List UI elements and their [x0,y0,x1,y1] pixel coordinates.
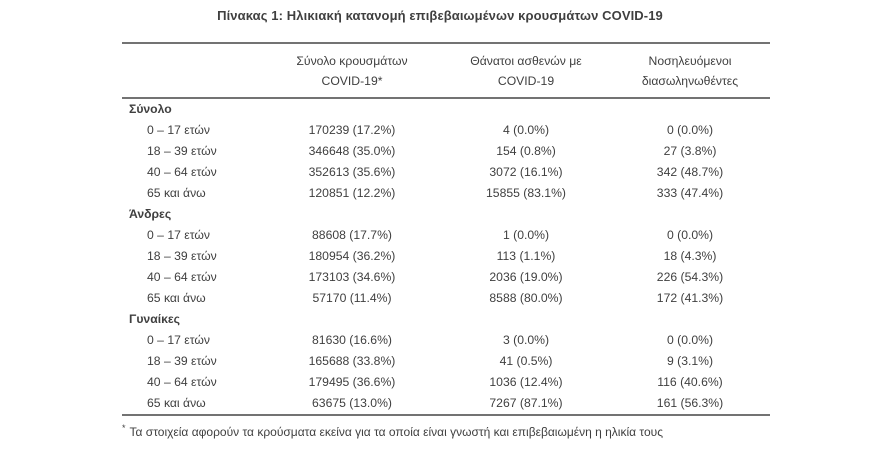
section-header-total: Σύνολο [122,98,770,120]
cases-value: 57170 (11.4%) [312,291,392,305]
cases-value: 352613 (35.6%) [308,165,396,179]
cases-value: 63675 (13.0%) [312,396,392,410]
deaths-value: 41 (0.5%) [499,354,553,368]
page-title: Πίνακας 1: Ηλικιακή κατανομή επιβεβαιωμέ… [217,8,663,23]
section-label: Σύνολο [129,102,172,116]
deaths-value: 15855 (83.1%) [486,186,566,200]
intubated-value: 18 (4.3%) [663,249,717,263]
table-row: 65 και άνω 120851 (12.2%) 15855 (83.1%) … [122,183,770,204]
table-row: 40 – 64 ετών 352613 (35.6%) 3072 (16.1%)… [122,162,770,183]
col-header-intubated-line2: διασωληνωθέντες [641,74,739,88]
footnote-asterisk: * [122,423,126,433]
row-label: 0 – 17 ετών [147,123,210,137]
section-label: Άνδρες [129,207,172,221]
row-label: 0 – 17 ετών [147,333,210,347]
col-header-total-cases-line1: Σύνολο κρουσμάτων [296,54,408,68]
cases-value: 170239 (17.2%) [308,123,396,137]
data-table: Σύνολο κρουσμάτων COVID-19* Θάνατοι ασθε… [122,42,770,416]
footnote-text: Τα στοιχεία αφορούν τα κρούσματα εκείνα … [129,425,663,439]
row-label: 40 – 64 ετών [147,165,217,179]
cases-value: 173103 (34.6%) [308,270,396,284]
table-row: 18 – 39 ετών 180954 (36.2%) 113 (1.1%) 1… [122,246,770,267]
row-label: 65 και άνω [147,186,206,200]
intubated-value: 116 (40.6%) [657,375,723,389]
deaths-value: 154 (0.8%) [496,144,556,158]
deaths-value: 3 (0.0%) [502,333,550,347]
deaths-value: 4 (0.0%) [502,123,550,137]
table-row: 18 – 39 ετών 165688 (33.8%) 41 (0.5%) 9 … [122,351,770,372]
cases-value: 346648 (35.0%) [308,144,396,158]
cases-value: 165688 (33.8%) [308,354,396,368]
col-header-intubated-line1: Νοσηλευόμενοι [648,54,732,68]
covid-age-distribution-table: Σύνολο κρουσμάτων COVID-19* Θάνατοι ασθε… [122,42,770,440]
table-row: 0 – 17 ετών 88608 (17.7%) 1 (0.0%) 0 (0.… [122,225,770,246]
deaths-value: 3072 (16.1%) [489,165,563,179]
intubated-value: 27 (3.8%) [663,144,717,158]
col-header-intubated: Νοσηλευόμενοι διασωληνωθέντες [610,43,770,99]
table-row: 40 – 64 ετών 173103 (34.6%) 2036 (19.0%)… [122,267,770,288]
cases-value: 81630 (16.6%) [312,333,392,347]
row-label: 18 – 39 ετών [147,354,217,368]
table-header-row: Σύνολο κρουσμάτων COVID-19* Θάνατοι ασθε… [122,43,770,99]
intubated-value: 172 (41.3%) [656,291,724,305]
intubated-value: 161 (56.3%) [656,396,724,410]
intubated-value: 342 (48.7%) [656,165,724,179]
cases-value: 88608 (17.7%) [312,228,392,242]
col-header-empty [122,43,262,99]
table-row: 0 – 17 ετών 81630 (16.6%) 3 (0.0%) 0 (0.… [122,330,770,351]
deaths-value: 8588 (80.0%) [489,291,563,305]
intubated-value: 0 (0.0%) [666,228,714,242]
table-row: 65 και άνω 57170 (11.4%) 8588 (80.0%) 17… [122,288,770,309]
row-label: 0 – 17 ετών [147,228,210,242]
section-label: Γυναίκες [129,312,180,326]
intubated-value: 226 (54.3%) [656,270,724,284]
footnote: * Τα στοιχεία αφορούν τα κρούσματα εκείνα… [122,421,770,440]
cases-value: 120851 (12.2%) [308,186,396,200]
table-row: 0 – 17 ετών 170239 (17.2%) 4 (0.0%) 0 (0… [122,120,770,141]
row-label: 18 – 39 ετών [147,144,217,158]
table-row: 18 – 39 ετών 346648 (35.0%) 154 (0.8%) 2… [122,141,770,162]
col-header-deaths-line1: Θάνατοι ασθενών με [470,54,582,68]
cases-value: 179495 (36.6%) [308,375,396,389]
intubated-value: 9 (3.1%) [666,354,714,368]
intubated-value: 0 (0.0%) [666,123,714,137]
deaths-value: 1036 (12.4%) [489,375,563,389]
row-label: 18 – 39 ετών [147,249,217,263]
table-row: 65 και άνω 63675 (13.0%) 7267 (87.1%) 16… [122,393,770,415]
section-header-women: Γυναίκες [122,309,770,330]
col-header-total-cases: Σύνολο κρουσμάτων COVID-19* [262,43,442,99]
row-label: 40 – 64 ετών [147,375,217,389]
cases-value: 180954 (36.2%) [308,249,396,263]
deaths-value: 1 (0.0%) [502,228,550,242]
intubated-value: 0 (0.0%) [666,333,714,347]
intubated-value: 333 (47.4%) [656,186,724,200]
deaths-value: 113 (1.1%) [496,249,556,263]
deaths-value: 7267 (87.1%) [489,396,563,410]
col-header-deaths-line2: COVID-19 [497,74,555,88]
row-label: 65 και άνω [147,291,206,305]
row-label: 65 και άνω [147,396,206,410]
table-row: 40 – 64 ετών 179495 (36.6%) 1036 (12.4%)… [122,372,770,393]
section-header-men: Άνδρες [122,204,770,225]
col-header-deaths: Θάνατοι ασθενών με COVID-19 [442,43,610,99]
row-label: 40 – 64 ετών [147,270,217,284]
col-header-total-cases-line2: COVID-19* [321,74,383,88]
deaths-value: 2036 (19.0%) [489,270,563,284]
